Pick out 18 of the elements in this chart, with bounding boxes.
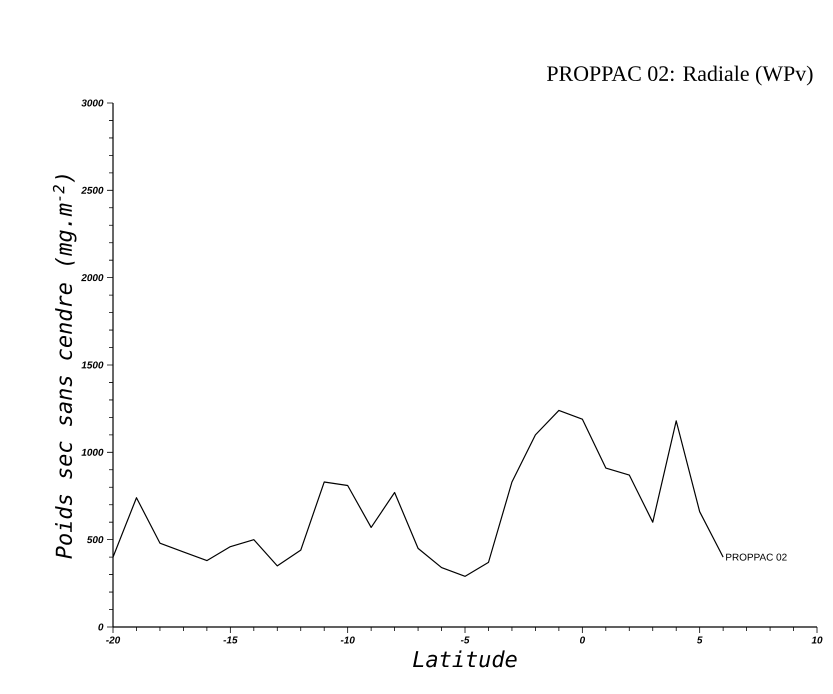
y-axis-title: Poids sec sans cendre (mg.m$^{-2}$) bbox=[52, 175, 76, 559]
y-tick-label: 500 bbox=[86, 536, 104, 544]
y-tick-label: 2500 bbox=[81, 186, 104, 194]
series-label: PROPPAC 02 bbox=[726, 554, 787, 561]
x-tick-label: 5 bbox=[697, 636, 703, 644]
x-tick-label: -20 bbox=[106, 636, 120, 644]
x-axis-title: Latitude bbox=[413, 650, 517, 668]
y-tick-label: 1500 bbox=[81, 361, 104, 369]
y-tick-label: 1000 bbox=[81, 448, 104, 456]
x-tick-label: 0 bbox=[580, 636, 586, 644]
x-tick-label: 10 bbox=[812, 636, 822, 644]
x-tick-label: -15 bbox=[223, 636, 238, 644]
y-tick-label: 3000 bbox=[81, 99, 104, 107]
y-tick-label: 0 bbox=[98, 623, 104, 631]
chart-title: PROPPAC 02: Radiale (WPv) bbox=[547, 66, 813, 86]
x-tick-label: -10 bbox=[340, 636, 355, 644]
y-tick-label: 2000 bbox=[81, 274, 104, 282]
x-tick-label: -5 bbox=[460, 636, 470, 644]
